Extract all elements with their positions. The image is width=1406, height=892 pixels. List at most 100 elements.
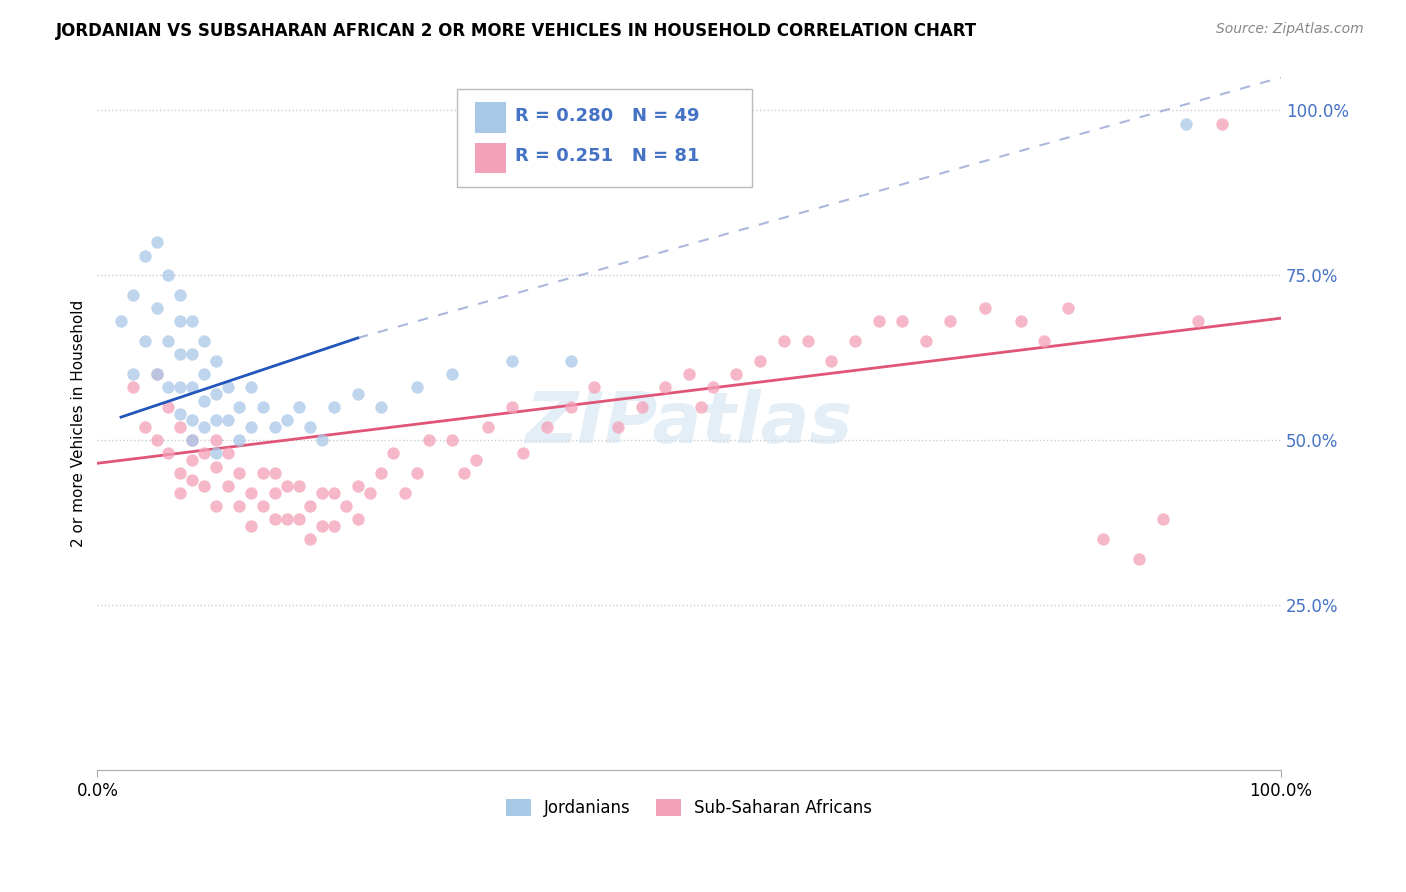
Point [121, 380, 143, 394]
Point [287, 479, 309, 493]
Point [299, 532, 322, 546]
Point [702, 380, 724, 394]
Point [204, 434, 226, 448]
Point [323, 401, 346, 415]
Point [276, 413, 298, 427]
Point [240, 519, 263, 533]
Point [204, 387, 226, 401]
Legend: Jordanians, Sub-Saharan Africans: Jordanians, Sub-Saharan Africans [499, 792, 879, 824]
Point [536, 420, 558, 434]
Point [276, 479, 298, 493]
Point [121, 368, 143, 382]
Point [299, 420, 322, 434]
Point [228, 434, 250, 448]
Point [560, 354, 582, 368]
Point [134, 334, 156, 349]
Point [323, 519, 346, 533]
Point [121, 288, 143, 302]
Point [145, 368, 167, 382]
Point [359, 486, 381, 500]
Point [394, 486, 416, 500]
Point [181, 380, 204, 394]
Point [583, 380, 606, 394]
Point [169, 420, 191, 434]
Point [311, 486, 333, 500]
Point [145, 235, 167, 250]
Point [346, 387, 368, 401]
Point [181, 413, 204, 427]
Point [181, 453, 204, 467]
Point [441, 434, 464, 448]
Point [181, 434, 204, 448]
Point [287, 512, 309, 526]
Point [938, 314, 960, 328]
Point [204, 413, 226, 427]
Point [1152, 512, 1174, 526]
Point [477, 420, 499, 434]
Point [465, 453, 488, 467]
Point [772, 334, 794, 349]
Point [240, 420, 263, 434]
Point [1175, 117, 1198, 131]
Point [193, 479, 215, 493]
Point [501, 401, 523, 415]
Point [240, 380, 263, 394]
Point [169, 407, 191, 421]
Point [346, 512, 368, 526]
Point [607, 420, 630, 434]
Point [1128, 552, 1150, 566]
Point [169, 466, 191, 480]
Point [240, 486, 263, 500]
Point [370, 466, 392, 480]
Point [169, 486, 191, 500]
Point [974, 301, 997, 316]
Point [725, 368, 748, 382]
Point [406, 380, 429, 394]
Point [252, 466, 274, 480]
Point [181, 434, 204, 448]
Point [1187, 314, 1209, 328]
Point [204, 459, 226, 474]
Point [217, 446, 239, 460]
Point [145, 301, 167, 316]
Point [181, 314, 204, 328]
Point [252, 401, 274, 415]
Point [406, 466, 429, 480]
Point [110, 314, 132, 328]
Point [441, 368, 464, 382]
Point [264, 466, 287, 480]
Text: JORDANIAN VS SUBSAHARAN AFRICAN 2 OR MORE VEHICLES IN HOUSEHOLD CORRELATION CHAR: JORDANIAN VS SUBSAHARAN AFRICAN 2 OR MOR… [56, 22, 977, 40]
Point [1211, 117, 1233, 131]
Point [169, 288, 191, 302]
Point [217, 479, 239, 493]
Point [370, 401, 392, 415]
Point [796, 334, 818, 349]
Point [915, 334, 938, 349]
Point [228, 466, 250, 480]
Point [217, 380, 239, 394]
Point [630, 401, 652, 415]
Point [1092, 532, 1115, 546]
Point [193, 393, 215, 408]
Point [891, 314, 914, 328]
Point [157, 380, 180, 394]
Point [169, 380, 191, 394]
Point [276, 512, 298, 526]
Point [323, 486, 346, 500]
Text: ZIPatlas: ZIPatlas [526, 389, 853, 458]
Point [169, 347, 191, 361]
Point [204, 446, 226, 460]
Point [299, 499, 322, 513]
Point [690, 401, 713, 415]
Point [181, 347, 204, 361]
Point [654, 380, 676, 394]
Point [228, 401, 250, 415]
Point [181, 473, 204, 487]
Point [169, 314, 191, 328]
Point [193, 420, 215, 434]
Point [217, 413, 239, 427]
Point [193, 368, 215, 382]
Point [1057, 301, 1080, 316]
Point [287, 401, 309, 415]
Point [418, 434, 440, 448]
